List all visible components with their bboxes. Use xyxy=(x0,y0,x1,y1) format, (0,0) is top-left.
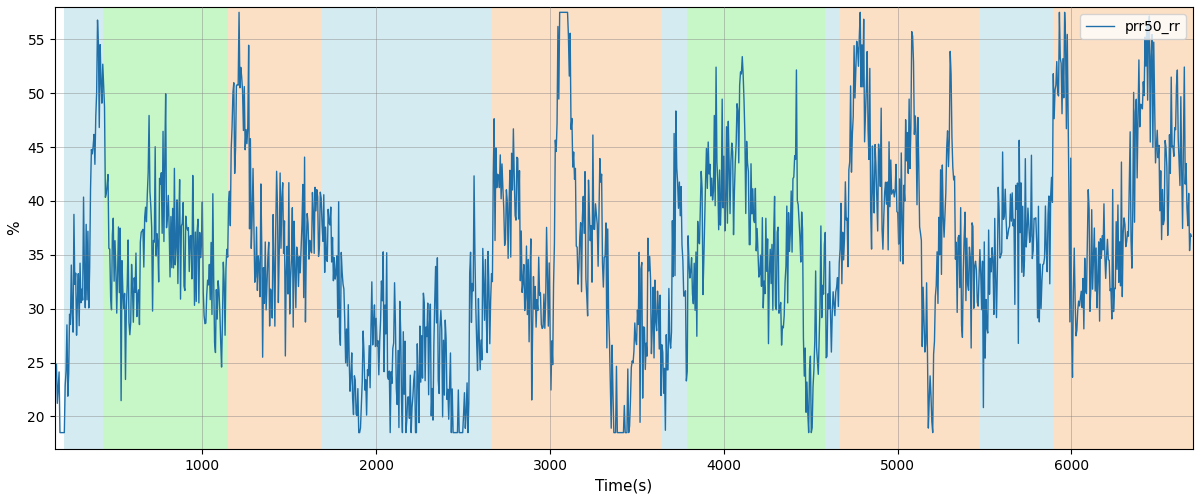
Bar xyxy=(688,7,824,449)
prr50_rr xyxy=(754,252,768,258)
Bar xyxy=(661,7,688,449)
Bar xyxy=(323,7,491,449)
Bar xyxy=(228,7,323,449)
prr50_rr xyxy=(73,300,88,306)
prr50_rr xyxy=(1066,374,1080,380)
prr50_rr xyxy=(558,10,572,16)
prr50_rr xyxy=(53,430,67,436)
Bar xyxy=(515,7,661,449)
prr50_rr xyxy=(59,368,73,374)
prr50_rr xyxy=(697,256,712,262)
Y-axis label: %: % xyxy=(7,220,22,235)
Bar xyxy=(1054,7,1193,449)
prr50_rr xyxy=(49,362,64,368)
Bar xyxy=(839,7,979,449)
Bar xyxy=(103,7,228,449)
Bar xyxy=(979,7,1054,449)
Bar xyxy=(824,7,839,449)
prr50_rr xyxy=(1184,234,1199,239)
X-axis label: Time(s): Time(s) xyxy=(595,478,653,493)
Line: prr50_rr: prr50_rr xyxy=(56,12,1192,432)
Bar xyxy=(491,7,515,449)
prr50_rr xyxy=(232,10,246,16)
Legend: prr50_rr: prr50_rr xyxy=(1080,14,1186,39)
Bar xyxy=(65,7,103,449)
